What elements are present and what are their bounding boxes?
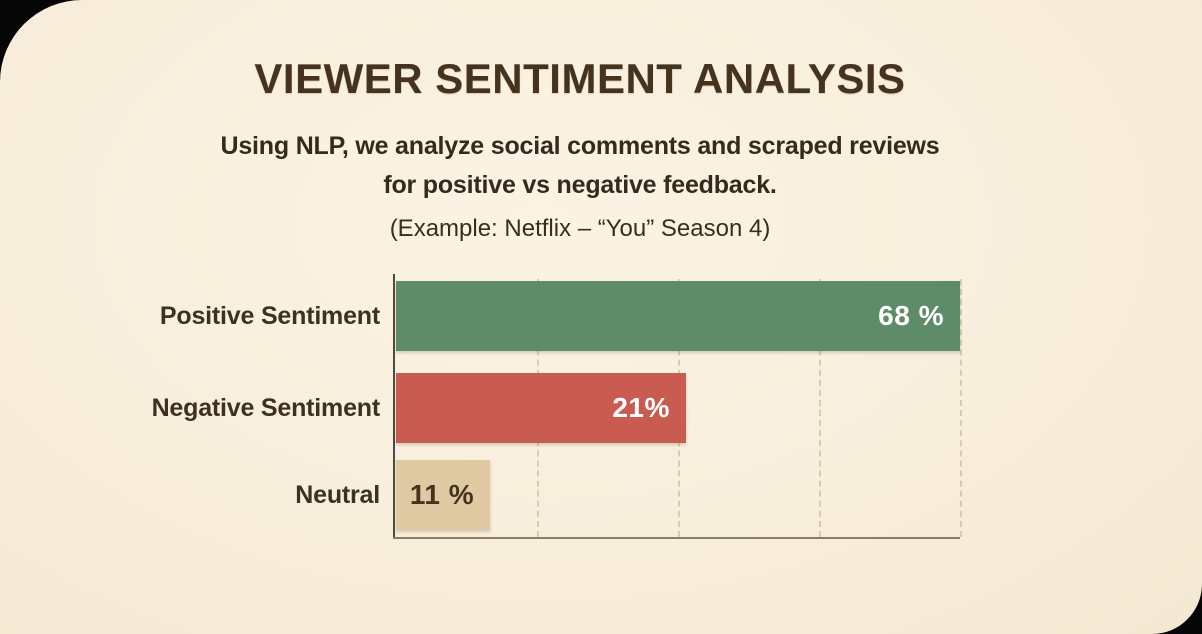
y-axis-line xyxy=(393,274,395,537)
bar-value-label: 21% xyxy=(612,392,670,423)
example-caption: (Example: Netflix – “You” Season 4) xyxy=(389,215,771,242)
sentiment-bar-chart: 68 % Positive Sentiment 21% Negative Sentim… xyxy=(0,273,1202,553)
x-axis-line xyxy=(393,537,960,539)
header-block: VIEWER SENTIMENT ANALYSIS Using NLP, we … xyxy=(0,0,1160,248)
category-label-negative-sentiment: Negative Sentiment xyxy=(151,393,381,422)
subtitle-line-1: Using NLP, we analyze social comments an… xyxy=(220,132,940,160)
category-label-neutral: Neutral xyxy=(295,480,380,509)
bar-neutral: 11 % xyxy=(396,460,491,530)
bar-value-label: 11 % xyxy=(409,479,475,510)
gridline-75pct xyxy=(819,279,821,537)
gridline-100pct xyxy=(960,279,962,537)
page-title: VIEWER SENTIMENT ANALYSIS xyxy=(254,55,906,102)
category-label-positive-sentiment: Positive Sentiment xyxy=(159,301,380,330)
bar-positive-sentiment: 68 % xyxy=(396,281,960,351)
chart-plot-area: 68 % Positive Sentiment 21% Negative Sentim… xyxy=(152,273,962,539)
subtitle-line-2: for positive vs negative feedback. xyxy=(383,171,777,199)
bar-value-label: 68 % xyxy=(878,300,944,331)
bar-negative-sentiment: 21% xyxy=(396,373,686,443)
